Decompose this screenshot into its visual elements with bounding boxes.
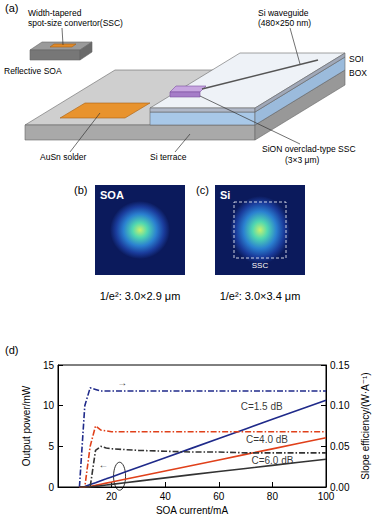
svg-text:(3×3 μm): (3×3 μm) <box>285 155 320 165</box>
svg-text:Reflective SOA: Reflective SOA <box>4 66 62 76</box>
svg-text:SOI: SOI <box>349 54 364 64</box>
svg-text:15: 15 <box>43 360 55 371</box>
svg-text:Si terrace: Si terrace <box>150 152 187 162</box>
svg-text:1/e²: 3.0×3.4 μm: 1/e²: 3.0×3.4 μm <box>220 290 301 302</box>
svg-text:BOX: BOX <box>349 68 367 78</box>
svg-text:0.00: 0.00 <box>330 481 350 493</box>
svg-text:C=4.0 dB: C=4.0 dB <box>246 434 288 445</box>
svg-text:spot-size convertor(SSC): spot-size convertor(SSC) <box>28 18 123 28</box>
svg-text:(b): (b) <box>74 184 87 196</box>
svg-text:SOA current/mA: SOA current/mA <box>156 505 229 516</box>
svg-text:60: 60 <box>213 491 225 502</box>
svg-text:100: 100 <box>318 491 335 502</box>
svg-text:(a): (a) <box>5 2 18 14</box>
svg-text:Slope efficiency/(W·A⁻¹): Slope efficiency/(W·A⁻¹) <box>360 372 371 479</box>
svg-text:80: 80 <box>267 491 279 502</box>
svg-text:Si: Si <box>220 189 230 201</box>
svg-text:Output power/mW: Output power/mW <box>21 385 32 466</box>
svg-text:0: 0 <box>48 482 54 493</box>
svg-text:10: 10 <box>43 400 55 411</box>
svg-text:1/e²: 3.0×2.9 μm: 1/e²: 3.0×2.9 μm <box>100 290 181 302</box>
svg-text:0.15: 0.15 <box>330 360 350 371</box>
svg-text:0.10: 0.10 <box>330 400 350 411</box>
svg-text:5: 5 <box>48 441 54 452</box>
svg-text:0.05: 0.05 <box>330 441 350 452</box>
svg-text:Si waveguide: Si waveguide <box>258 8 309 18</box>
svg-text:←: ← <box>99 459 109 470</box>
svg-text:SSC: SSC <box>252 261 269 270</box>
svg-text:(480×250 nm): (480×250 nm) <box>258 18 311 28</box>
svg-text:20: 20 <box>106 491 118 502</box>
svg-text:C=1.5 dB: C=1.5 dB <box>241 401 283 412</box>
svg-text:SiON overclad-type SSC: SiON overclad-type SSC <box>262 144 356 154</box>
svg-text:→: → <box>117 377 127 388</box>
svg-text:C=6.0 dB: C=6.0 dB <box>251 455 294 467</box>
svg-text:AuSn solder: AuSn solder <box>40 152 86 162</box>
svg-text:(d): (d) <box>5 344 18 356</box>
svg-text:(c): (c) <box>196 184 209 196</box>
svg-text:Width-tapered: Width-tapered <box>28 8 82 18</box>
svg-text:40: 40 <box>160 491 172 502</box>
svg-text:SOA: SOA <box>100 189 124 201</box>
